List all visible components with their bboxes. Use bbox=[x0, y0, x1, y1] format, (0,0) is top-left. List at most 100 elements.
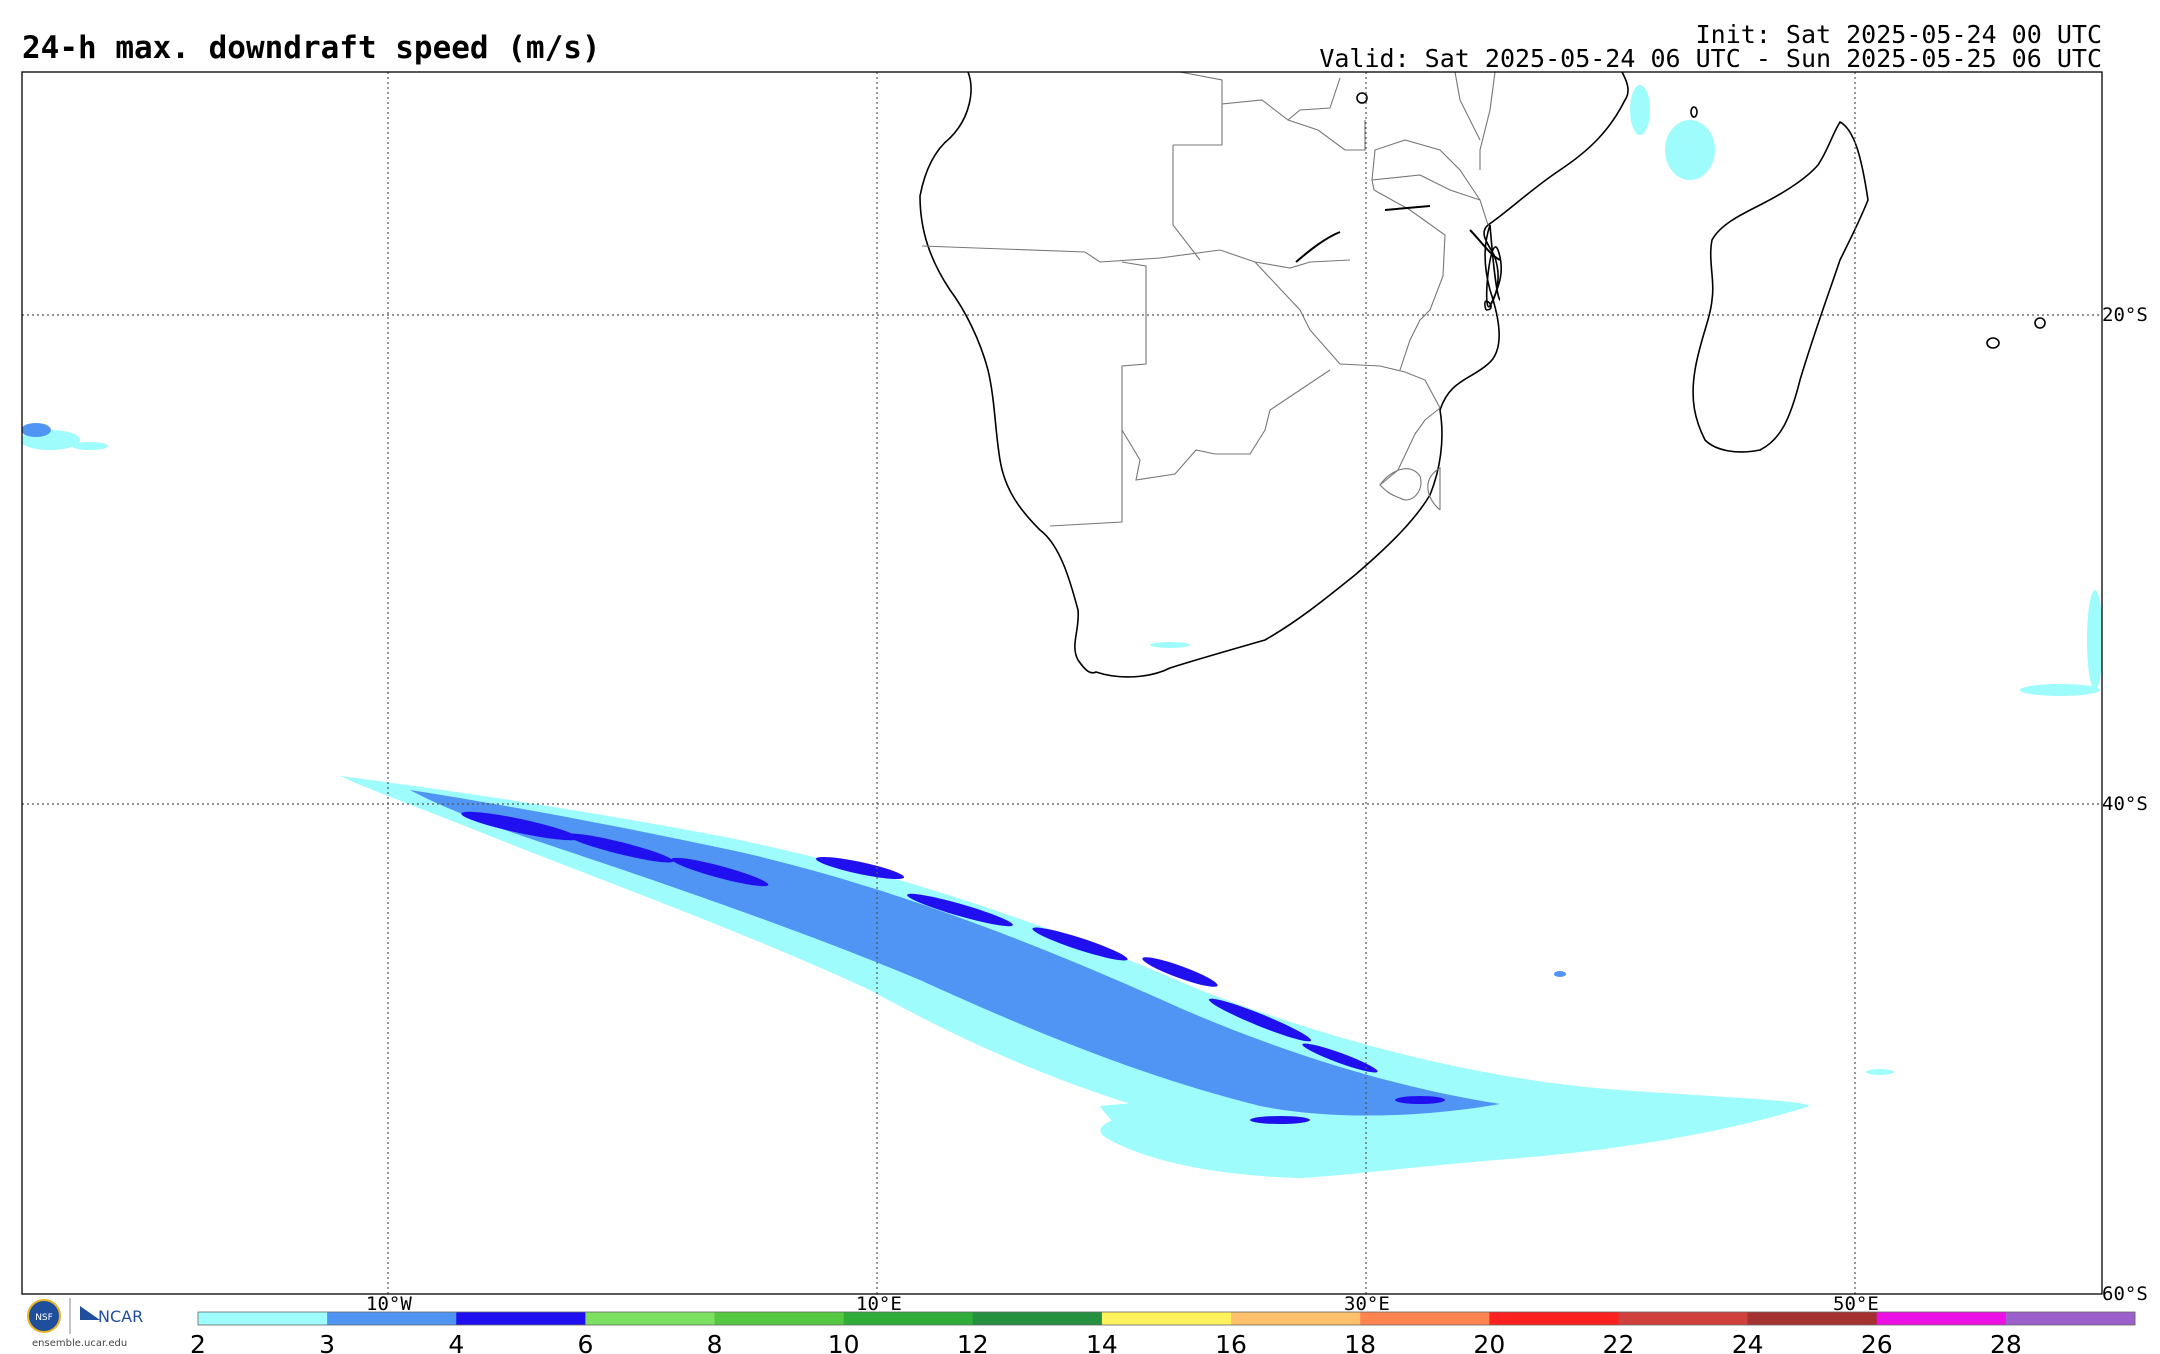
border bbox=[1287, 77, 1341, 121]
border bbox=[1179, 72, 1223, 104]
downdraft-patch bbox=[22, 423, 51, 437]
downdraft-patch bbox=[72, 442, 108, 450]
colorbar-tick-label: 2 bbox=[190, 1330, 206, 1354]
east-africa-coastline bbox=[1483, 72, 1629, 307]
border bbox=[1454, 72, 1481, 141]
colorbar-tick-label: 24 bbox=[1732, 1330, 1764, 1354]
downdraft-patch bbox=[1554, 971, 1566, 977]
ncar-logo-mark bbox=[80, 1306, 100, 1320]
colorbar-swatch bbox=[1876, 1312, 2007, 1325]
colorbar-swatch bbox=[1231, 1312, 1361, 1325]
nsf-logo: NSF bbox=[27, 1299, 61, 1333]
nsf-logo-text: NSF bbox=[35, 1313, 53, 1323]
colorbar-tick-label: 4 bbox=[448, 1330, 464, 1354]
colorbar-tick-label: 12 bbox=[957, 1330, 989, 1354]
valid-time: Valid: Sat 2025-05-24 06 UTC - Sun 2025-… bbox=[1319, 44, 2102, 73]
lon-label-50e: 50°E bbox=[1833, 1293, 1879, 1315]
colorbar-swatch bbox=[2005, 1312, 2136, 1325]
lon-label-30e: 30°E bbox=[1344, 1293, 1390, 1315]
downdraft-patch bbox=[2020, 684, 2100, 696]
colorbar-tick-label: 6 bbox=[577, 1330, 593, 1354]
downdraft-streak bbox=[1395, 1096, 1445, 1104]
colorbar-tick-label: 20 bbox=[1473, 1330, 1505, 1354]
colorbar-tick-label: 18 bbox=[1344, 1330, 1376, 1354]
madagascar-coastline bbox=[1692, 120, 1869, 453]
downdraft-patch bbox=[1630, 85, 1650, 135]
colorbar-swatch bbox=[456, 1312, 586, 1325]
downdraft-streak bbox=[907, 893, 1013, 927]
colorbar-tick-label: 8 bbox=[707, 1330, 723, 1354]
colorbar-swatch bbox=[1489, 1312, 1619, 1325]
downdraft-field bbox=[22, 85, 2102, 1178]
downdraft-patch bbox=[1866, 1069, 1894, 1075]
border bbox=[1379, 468, 1422, 501]
border bbox=[1173, 99, 1366, 151]
border bbox=[1371, 174, 1489, 226]
comoros-island bbox=[1690, 106, 1698, 118]
colorbar: 2 3 4 6 8 10 12 14 16 18 20 22 24 26 28 bbox=[190, 1311, 2136, 1354]
colorbar-swatch bbox=[327, 1312, 457, 1325]
downdraft-streak bbox=[1032, 927, 1128, 961]
border bbox=[1121, 369, 1331, 481]
colorbar-tick-label: 26 bbox=[1861, 1330, 1893, 1354]
border bbox=[1427, 467, 1441, 511]
scattered-patches-mid bbox=[22, 423, 1566, 977]
colorbar-swatch bbox=[1747, 1312, 1878, 1325]
lon-label-10w: 10°W bbox=[366, 1293, 412, 1315]
nsf-logo-circle bbox=[27, 1299, 61, 1333]
graticule bbox=[22, 72, 2102, 1294]
colorbar-tick-label: 3 bbox=[319, 1330, 335, 1354]
downdraft-streak bbox=[566, 833, 674, 863]
colorbar-swatch bbox=[1360, 1312, 1490, 1325]
border bbox=[1373, 189, 1446, 371]
colorbar-swatch bbox=[714, 1312, 845, 1325]
site-url: ensemble.ucar.edu bbox=[32, 1338, 127, 1349]
colorbar-swatch bbox=[1618, 1312, 1749, 1325]
colorbar-tick-label: 10 bbox=[828, 1330, 860, 1354]
lakes bbox=[1295, 205, 1501, 263]
init-time: Init: Sat 2025-05-24 00 UTC bbox=[1695, 20, 2102, 49]
downdraft-patch bbox=[2087, 590, 2102, 690]
colorbar-tick-label: 14 bbox=[1086, 1330, 1118, 1354]
colorbar-tick-label: 16 bbox=[1215, 1330, 1247, 1354]
reunion-island bbox=[1986, 337, 2000, 349]
lon-label-10e: 10°E bbox=[856, 1293, 902, 1315]
border bbox=[1254, 261, 1441, 409]
country-borders bbox=[921, 72, 1496, 527]
downdraft-streak bbox=[461, 811, 579, 841]
border bbox=[1479, 72, 1496, 170]
border bbox=[1049, 261, 1147, 527]
scattered-patches bbox=[22, 85, 2102, 1075]
border bbox=[1371, 139, 1481, 201]
lat-label-40s: 40°S bbox=[2102, 793, 2148, 815]
map-frame bbox=[21, 71, 2103, 1295]
downdraft-patch bbox=[1150, 642, 1190, 648]
lat-label-60s: 60°S bbox=[2102, 1283, 2148, 1305]
ncar-logo: NCAR bbox=[80, 1306, 143, 1326]
downdraft-streak bbox=[1208, 998, 1312, 1042]
lat-label-20s: 20°S bbox=[2102, 304, 2148, 326]
downdraft-streak bbox=[671, 857, 769, 887]
border bbox=[1172, 145, 1201, 261]
colorbar-swatch bbox=[198, 1312, 328, 1325]
lake-malawi bbox=[1469, 229, 1501, 261]
colorbar-frame bbox=[197, 1311, 2136, 1326]
ncar-logo-text: NCAR bbox=[98, 1307, 143, 1326]
map-title: 24-h max. downdraft speed (m/s) bbox=[22, 30, 601, 66]
downdraft-patch bbox=[1665, 120, 1715, 180]
coastlines bbox=[919, 72, 2046, 678]
border bbox=[1379, 407, 1441, 486]
lake-island bbox=[1356, 92, 1368, 104]
downdraft-band-mid bbox=[410, 790, 1500, 1116]
downdraft-streak bbox=[1250, 1116, 1310, 1124]
colorbar-swatch bbox=[972, 1312, 1103, 1325]
downdraft-streak bbox=[1142, 957, 1218, 987]
colorbar-swatch bbox=[843, 1312, 974, 1325]
mauritius-island bbox=[2034, 317, 2046, 329]
downdraft-streak bbox=[1302, 1043, 1378, 1073]
lake-kariba bbox=[1295, 231, 1341, 263]
lake-bangweulu bbox=[1384, 205, 1431, 211]
downdraft-streak bbox=[815, 856, 905, 880]
border bbox=[921, 245, 1351, 269]
